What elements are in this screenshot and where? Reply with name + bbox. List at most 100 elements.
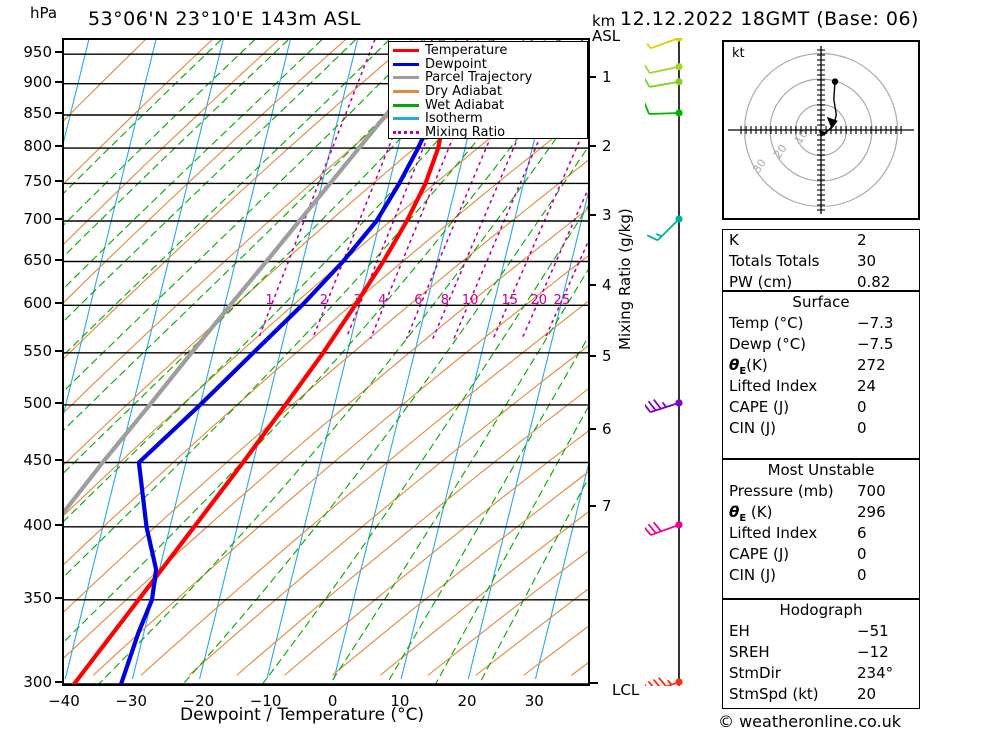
panel-row-key: SREH: [729, 643, 770, 661]
panel-row-value: 0: [857, 566, 867, 584]
pressure-tick: [55, 523, 62, 526]
panel-row: EH −51: [723, 621, 919, 642]
panel-row-key: PW (cm): [729, 273, 793, 291]
pressure-tick: [55, 302, 62, 305]
pressure-tick-label: 950: [23, 43, 52, 62]
panel-row: CAPE (J) 0: [723, 397, 919, 418]
legend-label: Wet Adiabat: [425, 97, 505, 113]
legend-swatch-icon: [393, 76, 419, 80]
wind-barb: [642, 521, 683, 536]
altitude-tick-label: 4: [602, 276, 612, 295]
panel-row: Lifted Index 6: [723, 523, 919, 544]
copyright-footer: © weatheronline.co.uk: [718, 712, 901, 731]
hodograph-plot[interactable]: 10 20 30 kt: [722, 40, 920, 220]
panel-row: Lifted Index 24: [723, 376, 919, 397]
legend-label: Parcel Trajectory: [425, 70, 533, 86]
legend-label: Mixing Ratio: [425, 124, 506, 140]
panel-row: Pressure (mb) 700: [723, 481, 919, 502]
legend-item-dry-adiabat: Dry Adiabat: [393, 85, 587, 99]
altitude-tick: [588, 75, 596, 78]
legend-item-parcel-trajectory: Parcel Trajectory: [393, 71, 587, 85]
wind-barb: [642, 677, 683, 694]
panel-row-value: −7.5: [857, 335, 894, 353]
wind-barb: [642, 76, 683, 88]
panel-title: Hodograph: [779, 601, 863, 619]
panel-row-key: CIN (J): [729, 419, 777, 437]
altitude-tick-label: 5: [602, 346, 612, 365]
legend: Temperature Dewpoint Parcel Trajectory Dry …: [388, 41, 588, 139]
panel-row-value: −12: [857, 643, 889, 661]
legend-item-wet-adiabat: Wet Adiabat: [393, 98, 587, 112]
lcl-tick: [588, 682, 598, 684]
panel-row: Totals Totals 30: [723, 251, 919, 272]
panel-row-key: StmSpd (kt): [729, 685, 819, 703]
hodograph-endpoint: [831, 78, 839, 85]
legend-label: Temperature: [425, 43, 508, 59]
panel-row-key: Lifted Index: [729, 377, 818, 395]
trace-parcel-trajectory: [64, 40, 445, 516]
surface-parcel-panel: Surface Temp (°C) −7.3 Dewp (°C) −7.5 θE(K) 27…: [722, 291, 920, 459]
panel-row: SREH −12: [723, 642, 919, 663]
altitude-tick: [588, 427, 596, 430]
panel-row: θE(K) 272: [723, 355, 919, 377]
skewt-diagram[interactable]: 1 2 3 4 6 8 10 15 20 25: [62, 38, 590, 686]
altitude-tick-label: 3: [602, 206, 612, 225]
most-unstable-parcel-panel: Most Unstable Pressure (mb) 700 θE (K) 296 Li…: [722, 459, 920, 599]
legend-swatch-icon: [393, 103, 419, 107]
panel-row-key: CAPE (J): [729, 545, 790, 563]
panel-row-key: StmDir: [729, 664, 781, 682]
altitude-unit-line2: ASL: [592, 27, 621, 45]
hodograph-ring-label: 20: [771, 142, 790, 161]
pressure-tick-label: 550: [23, 341, 52, 360]
pressure-tick: [55, 401, 62, 404]
hodograph-unit-label: kt: [732, 46, 745, 61]
pressure-tick: [55, 596, 62, 599]
stability-indices-panel: K 2 Totals Totals 30 PW (cm) 0.82: [722, 229, 920, 291]
panel-row-value: −7.3: [857, 314, 894, 332]
wind-barb: [646, 34, 683, 50]
legend-swatch-icon: [393, 62, 419, 66]
panel-row-key: θE (K): [729, 503, 773, 524]
wind-barb: [643, 102, 683, 117]
legend-item-temperature: Temperature: [393, 44, 587, 58]
panel-row-key: Totals Totals: [729, 252, 820, 270]
altitude-tick-label: 1: [602, 67, 612, 86]
panel-row: Temp (°C) −7.3: [723, 313, 919, 334]
pressure-tick: [55, 349, 62, 352]
legend-swatch-icon: [393, 117, 419, 121]
pressure-tick: [55, 80, 62, 83]
panel-row-value: 2: [857, 231, 867, 249]
pressure-tick: [55, 145, 62, 148]
pressure-tick: [55, 258, 62, 261]
mixing-ratio-label: 8: [441, 293, 449, 308]
temperature-tick-label: −10: [249, 692, 282, 710]
pressure-tick-label: 400: [23, 515, 52, 534]
panel-row-key: CAPE (J): [729, 398, 790, 416]
pressure-tick-label: 900: [23, 72, 52, 91]
hodograph-stats-panel: Hodograph EH −51 SREH −12 StmDir 234° StmSpd (k…: [722, 599, 920, 709]
model-run-title: 12.12.2022 18GMT (Base: 06): [620, 8, 919, 30]
pressure-tick-label: 700: [23, 210, 52, 229]
mixing-ratio-label: 1: [265, 293, 273, 308]
mixing-ratio-label: 2: [320, 293, 328, 308]
pressure-tick: [55, 180, 62, 183]
temperature-tick-label: −20: [182, 692, 215, 710]
panel-row-value: 20: [857, 685, 877, 703]
legend-item-dewpoint: Dewpoint: [393, 58, 587, 72]
hodograph-trace: [824, 81, 838, 135]
altitude-tick-label: 2: [602, 137, 612, 156]
legend-swatch-icon: [393, 49, 419, 53]
station-coordinates-title: 53°06'N 23°10'E 143m ASL: [88, 8, 361, 30]
temperature-tick-label: 0: [327, 692, 338, 710]
panel-row: StmSpd (kt) 20: [723, 684, 919, 705]
temperature-tick-label: −30: [115, 692, 147, 710]
temperature-tick-label: 20: [457, 692, 477, 710]
wind-barb: [646, 215, 683, 242]
mixing-ratio-axis-title: Mixing Ratio (g/kg): [616, 208, 634, 350]
pressure-tick: [55, 681, 62, 683]
panel-row-key: Pressure (mb): [729, 482, 834, 500]
altitude-tick-label: 7: [602, 497, 612, 516]
altitude-tick: [588, 354, 596, 357]
panel-row-value: 0: [857, 398, 867, 416]
panel-row-key: Dewp (°C): [729, 335, 807, 353]
